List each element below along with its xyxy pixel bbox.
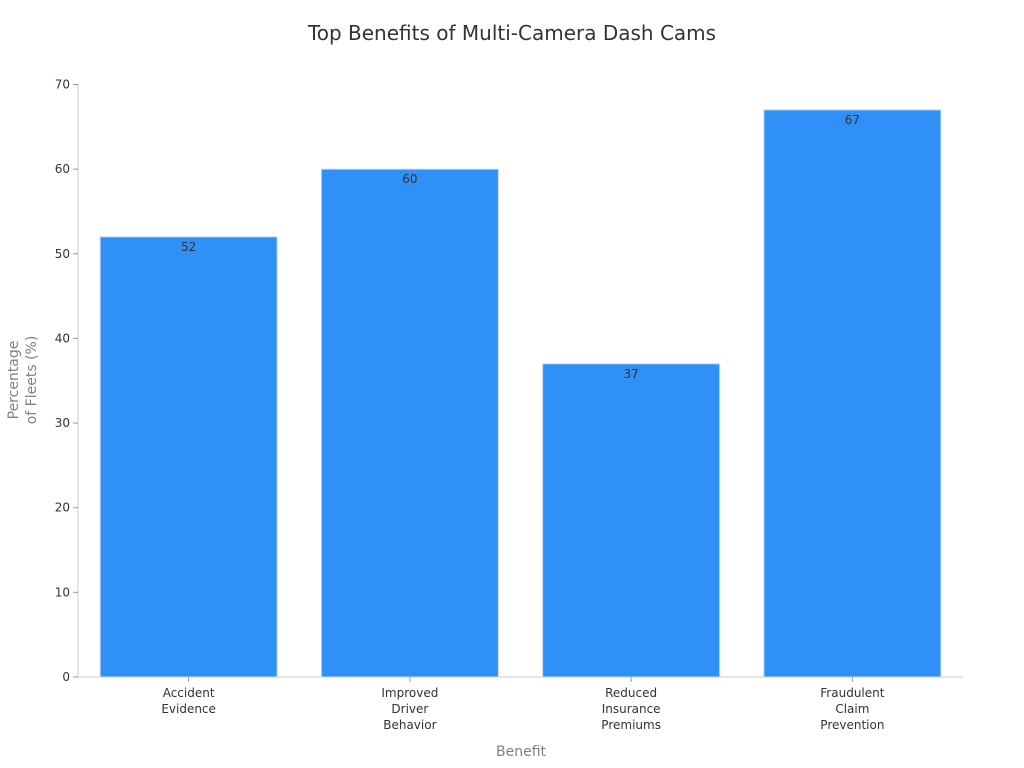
x-tick-label-line: Reduced xyxy=(605,686,657,700)
bar[interactable] xyxy=(320,168,499,678)
x-tick-label-line: Accident xyxy=(163,686,215,700)
x-tick-label-line: Prevention xyxy=(820,718,884,732)
y-tick-label: 40 xyxy=(55,331,70,345)
x-axis-ticks: Accident Evidence Improved Driver Behavior Re… xyxy=(161,677,885,732)
chart-title: Top Benefits of Multi-Camera Dash Cams xyxy=(307,21,716,45)
y-axis-title: Percentage of Fleets (%) xyxy=(6,336,40,425)
x-tick-label-line: Driver xyxy=(391,702,428,716)
x-tick-label-line: Claim xyxy=(835,702,869,716)
y-axis-title-line: of Fleets (%) xyxy=(24,336,40,425)
y-tick-label: 10 xyxy=(55,585,70,599)
bar[interactable] xyxy=(763,109,942,678)
bar-value-label: 52 xyxy=(181,240,196,254)
x-tick-label: Fraudulent Claim Prevention xyxy=(820,686,884,732)
bar-value-label: 37 xyxy=(623,367,638,381)
y-tick-label: 60 xyxy=(55,162,70,176)
x-tick-label-line: Evidence xyxy=(161,702,216,716)
y-tick-label: 20 xyxy=(55,501,70,515)
y-axis-title-line: Percentage xyxy=(6,341,22,420)
x-tick-label-line: Premiums xyxy=(601,718,661,732)
x-tick-label-line: Fraudulent xyxy=(820,686,884,700)
y-tick-label: 0 xyxy=(62,670,70,684)
bar-value-label: 60 xyxy=(402,172,417,186)
x-tick-label-line: Improved xyxy=(381,686,438,700)
bar[interactable] xyxy=(542,363,721,678)
x-axis-title: Benefit xyxy=(496,744,547,760)
x-tick-label-line: Behavior xyxy=(383,718,436,732)
y-axis-ticks: 0 10 20 30 40 50 60 70 xyxy=(55,78,78,684)
bar[interactable] xyxy=(99,236,278,678)
y-tick-label: 70 xyxy=(55,78,70,92)
y-tick-label: 50 xyxy=(55,247,70,261)
bar-value-label: 67 xyxy=(845,113,860,127)
x-tick-label: Improved Driver Behavior xyxy=(381,686,438,732)
x-tick-label-line: Insurance xyxy=(602,702,661,716)
bars-group: 52 60 37 67 xyxy=(99,109,942,678)
x-tick-label: Accident Evidence xyxy=(161,686,216,716)
x-tick-label: Reduced Insurance Premiums xyxy=(601,686,661,732)
y-tick-label: 30 xyxy=(55,416,70,430)
